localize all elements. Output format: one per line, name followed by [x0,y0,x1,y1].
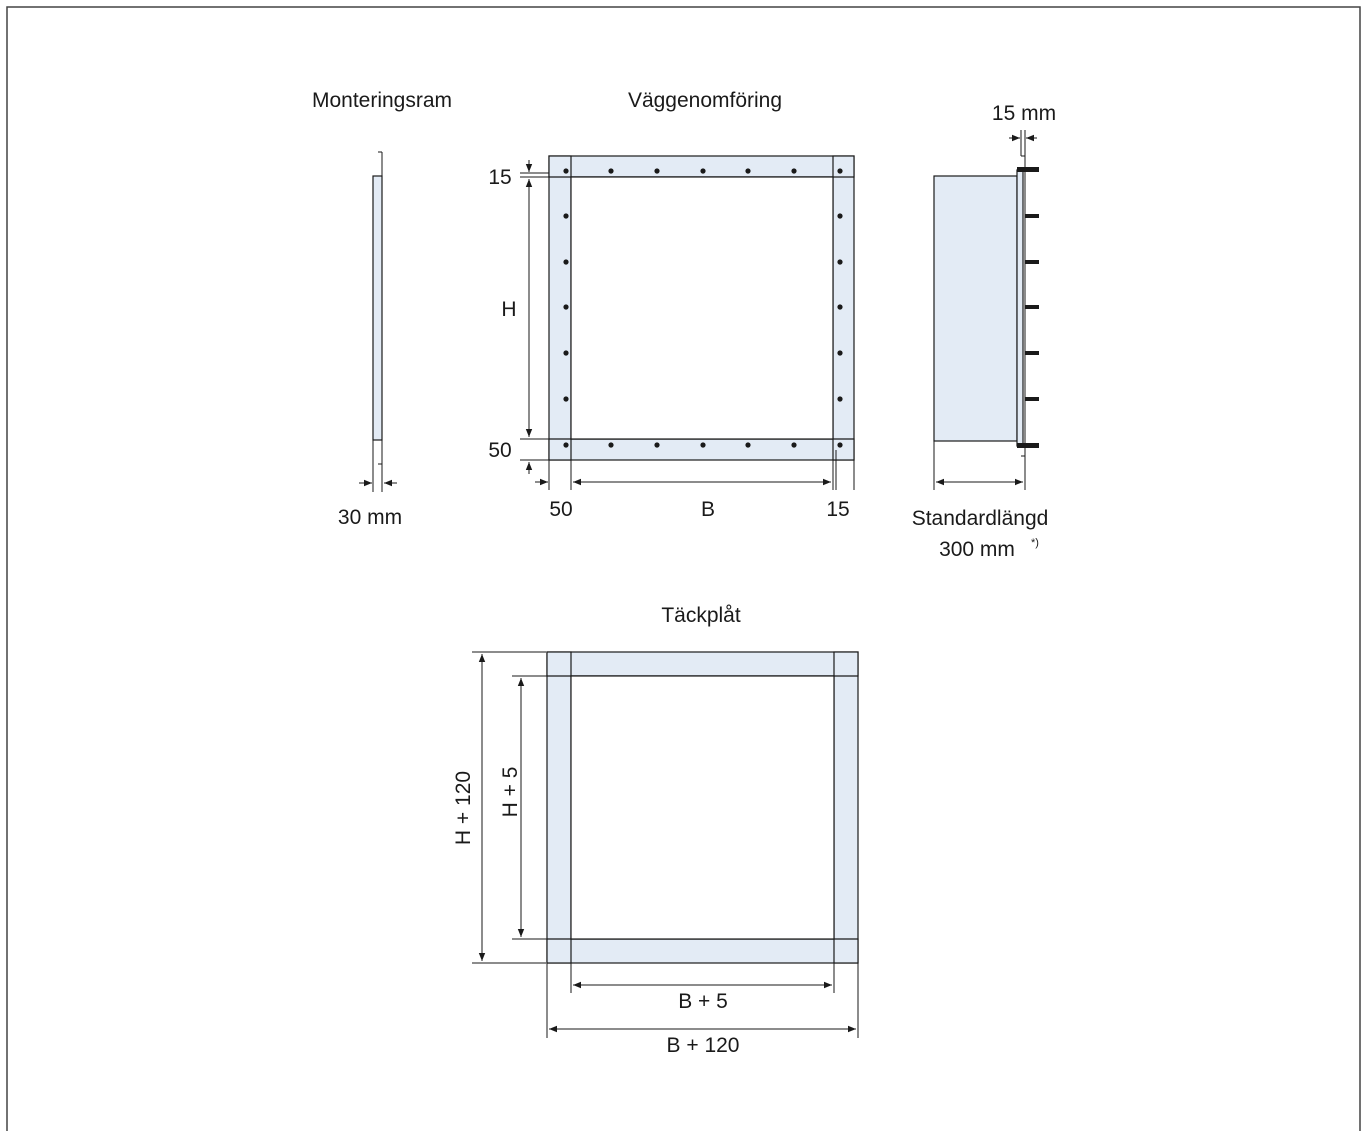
dim-bottom-band-label: 50 [488,439,511,462]
side-flange [1016,169,1024,447]
ram-profile [372,175,383,441]
page-frame [6,6,1361,1131]
tackplat-title: Täckplåt [661,604,741,627]
cover-outer-width-label: B + 120 [667,1034,740,1057]
flange-label: 15 mm [992,102,1056,125]
cover-band-top [546,651,859,677]
footnote-mark: *) [1031,537,1039,549]
vaggenomforing-front-view: Väggenomföring 15 H 50 50 [488,89,855,521]
dim-h-label: H [501,298,516,321]
ram-thickness-label: 30 mm [338,506,402,529]
cover-inner-width-label: B + 5 [678,990,728,1013]
standard-length-value: 300 mm [939,538,1015,561]
dim-b-label: B [701,498,715,521]
dim-left-band-label: 50 [549,498,572,521]
side-body [933,175,1018,442]
cover-band-bottom [546,938,859,964]
front-band-top [548,155,855,178]
cover-band-right [833,651,859,964]
side-bolts [1017,167,1039,448]
cover-outer-height-label: H + 120 [452,771,475,845]
tackplat-view: Täckplåt H + 120 H + 5 B + 5 B + 120 [452,604,859,1057]
front-band-right [832,155,855,461]
standard-length-label: Standardlängd [912,507,1049,530]
dim-top-band-label: 15 [488,166,511,189]
monteringsram-title: Monteringsram [312,89,452,112]
vaggenomforing-title: Väggenomföring [628,89,782,112]
dim-right-band-label: 15 [826,498,849,521]
side-view: 15 mm Standardlängd 300 mm *) [912,102,1056,561]
bolt-holes [563,168,843,448]
cover-inner-height-label: H + 5 [499,767,522,818]
front-band-bottom [548,438,855,461]
monteringsram-view: Monteringsram 30 mm [312,89,452,529]
cover-band-left [546,651,572,964]
